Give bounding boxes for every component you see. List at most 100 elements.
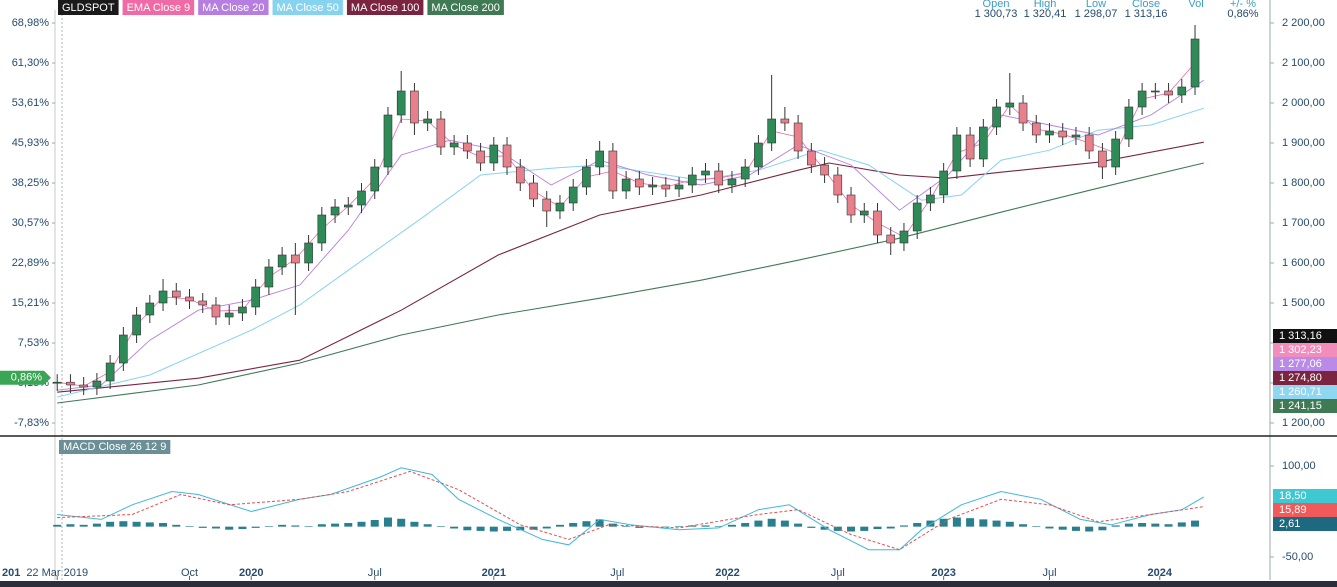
x-axis-prefix: 201 <box>2 567 20 579</box>
legend-label: EMA Close 9 <box>127 2 191 14</box>
legend-label: MA Close 200 <box>431 2 499 14</box>
candle-body <box>198 300 208 306</box>
y2-tick-label: -7,83% <box>14 417 49 429</box>
price-tag-label: 15,89 <box>1279 504 1307 516</box>
histogram-bar <box>1045 526 1054 529</box>
candle-body <box>1190 38 1200 88</box>
histogram-bar <box>92 523 101 527</box>
histogram-bar <box>555 524 564 527</box>
price-tag-label: 18,50 <box>1279 490 1307 502</box>
candle-body <box>674 184 684 190</box>
histogram-bar <box>344 523 353 527</box>
price-tag <box>1273 503 1337 517</box>
candle-body <box>383 114 393 168</box>
x-tick-label: Jul <box>1042 567 1056 579</box>
x-tick-label: Jul <box>368 567 382 579</box>
candle-body <box>66 381 75 386</box>
histogram-bar <box>132 521 141 527</box>
candle-body <box>343 204 353 208</box>
candle-body <box>330 206 340 216</box>
histogram-bar <box>423 524 432 527</box>
candle-body <box>635 178 644 188</box>
x-tick-label: 2020 <box>239 567 263 579</box>
histogram-bar <box>886 526 895 529</box>
price-tag <box>1273 399 1337 413</box>
histogram-bar <box>251 526 260 528</box>
candle-body <box>1137 90 1147 108</box>
price-tag <box>1273 385 1337 399</box>
candle-body <box>1005 102 1015 108</box>
histogram-bar <box>992 520 1001 527</box>
y-tick-label: 1 800,00 <box>1282 177 1325 189</box>
candle-body <box>304 242 313 264</box>
indicator-line <box>57 470 1204 551</box>
histogram-bar <box>1164 524 1173 527</box>
x-tick-label: 22 Mar 2019 <box>26 567 88 579</box>
change-tag-label: 0,86% <box>11 372 42 384</box>
histogram-bar <box>198 526 207 528</box>
histogram-bar <box>383 517 392 527</box>
candle-body <box>754 142 763 168</box>
candle-body <box>145 302 155 316</box>
histogram-bar <box>1005 521 1014 527</box>
price-tag-label: 1 274,80 <box>1279 372 1322 384</box>
y-tick-label: 2 100,00 <box>1282 57 1325 69</box>
price-tag-label: 1 302,23 <box>1279 344 1322 356</box>
candle-body <box>396 90 406 116</box>
candle-body <box>224 312 234 318</box>
readout-value: 1 300,73 <box>975 8 1018 20</box>
candle-body <box>410 90 419 124</box>
candle-body <box>740 166 750 180</box>
histogram-bar <box>317 524 326 527</box>
candle-body <box>211 304 221 318</box>
candle-body <box>185 296 194 302</box>
y2-tick-label: 38,25% <box>12 177 50 189</box>
histogram-bar <box>79 524 88 527</box>
candle-body <box>1151 90 1160 93</box>
readout-value: 1 320,41 <box>1024 8 1067 20</box>
histogram-bar <box>979 519 988 527</box>
candle-body <box>529 182 538 200</box>
candle-body <box>132 314 141 336</box>
candle-body <box>1098 150 1107 168</box>
candle-body <box>899 230 909 244</box>
histogram-bar <box>542 526 551 529</box>
candle-body <box>952 134 962 172</box>
price-tag-label: 1 313,16 <box>1279 330 1322 342</box>
candle-body <box>780 118 790 124</box>
candle-body <box>767 118 776 144</box>
candle-body <box>833 174 843 196</box>
histogram-bar <box>1071 526 1080 531</box>
readout-label: Open <box>983 0 1010 10</box>
candle-body <box>79 384 88 388</box>
candle-body <box>158 290 168 304</box>
candle-body <box>939 170 948 196</box>
histogram-bar <box>595 519 604 527</box>
y-tick-label: 100,00 <box>1282 460 1316 472</box>
legend-box <box>272 0 343 15</box>
histogram-bar <box>727 524 736 527</box>
candle-body <box>555 202 565 212</box>
x-tick-label: 2021 <box>482 567 506 579</box>
candle-body <box>92 380 102 388</box>
y-tick-label: 1 500,00 <box>1282 297 1325 309</box>
price-tag <box>1273 357 1337 371</box>
price-tag-label: 1 277,06 <box>1279 358 1322 370</box>
histogram-bar <box>767 518 776 527</box>
histogram-bar <box>847 526 856 532</box>
price-tag <box>1273 489 1337 503</box>
histogram-bar <box>331 523 340 527</box>
scroll-bar[interactable] <box>0 581 1337 587</box>
histogram-bar <box>1138 523 1147 527</box>
y-tick-label: 2 000,00 <box>1282 97 1325 109</box>
candle-body <box>277 254 287 268</box>
candle-body <box>926 194 935 204</box>
candle-body <box>171 290 181 298</box>
candle-body <box>727 178 737 186</box>
histogram-bar <box>66 524 75 527</box>
price-tag <box>1273 329 1337 343</box>
candle-body <box>886 234 896 244</box>
price-tag <box>1273 517 1337 531</box>
histogram-bar <box>278 524 287 527</box>
histogram-bar <box>291 525 300 527</box>
